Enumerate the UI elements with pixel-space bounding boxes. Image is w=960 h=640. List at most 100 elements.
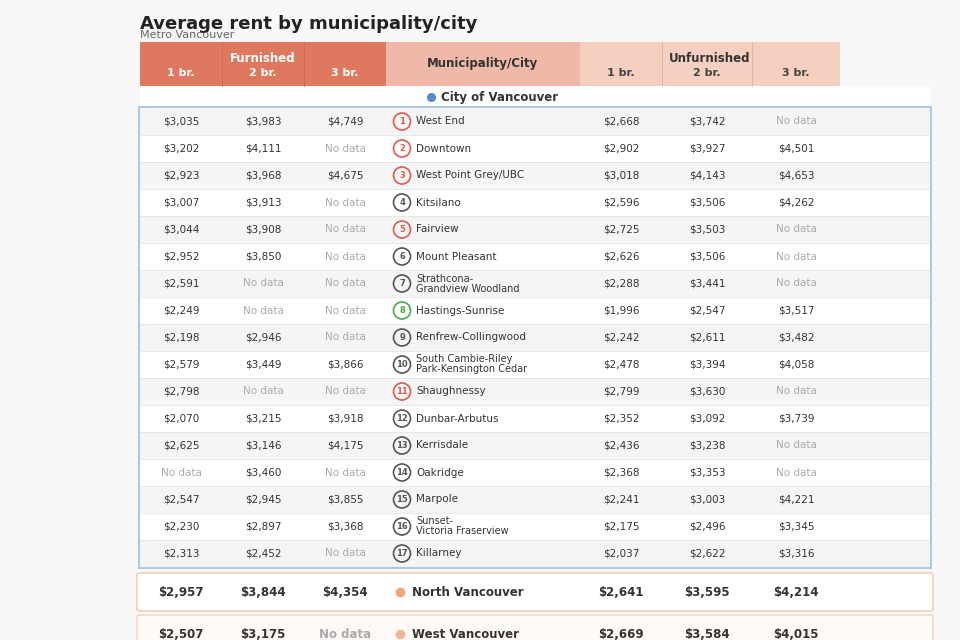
Text: $2,478: $2,478 <box>603 360 639 369</box>
Text: $4,143: $4,143 <box>688 170 725 180</box>
Text: $4,058: $4,058 <box>778 360 814 369</box>
Text: 17: 17 <box>396 549 408 558</box>
Text: No data: No data <box>324 467 366 477</box>
Text: $2,175: $2,175 <box>603 522 639 531</box>
Text: No data: No data <box>160 467 202 477</box>
Text: 4: 4 <box>399 198 405 207</box>
Text: $2,902: $2,902 <box>603 143 639 154</box>
Text: Oakridge: Oakridge <box>416 467 464 477</box>
Text: $2,622: $2,622 <box>688 548 725 559</box>
Text: $3,018: $3,018 <box>603 170 639 180</box>
Text: $3,238: $3,238 <box>688 440 725 451</box>
FancyBboxPatch shape <box>140 297 930 324</box>
Text: 10: 10 <box>396 360 408 369</box>
Text: $2,547: $2,547 <box>688 305 725 316</box>
Text: $3,517: $3,517 <box>778 305 814 316</box>
Text: $2,436: $2,436 <box>603 440 639 451</box>
Text: $4,675: $4,675 <box>326 170 363 180</box>
FancyBboxPatch shape <box>580 42 840 86</box>
Text: $2,352: $2,352 <box>603 413 639 424</box>
Text: $3,482: $3,482 <box>778 333 814 342</box>
Text: 13: 13 <box>396 441 408 450</box>
Text: $3,968: $3,968 <box>245 170 281 180</box>
Text: $2,037: $2,037 <box>603 548 639 559</box>
Text: No data: No data <box>324 143 366 154</box>
Text: No data: No data <box>776 225 816 234</box>
FancyBboxPatch shape <box>140 108 930 135</box>
Text: 1 br.: 1 br. <box>607 68 635 78</box>
Text: 11: 11 <box>396 387 408 396</box>
Text: $3,983: $3,983 <box>245 116 281 127</box>
Text: $3,630: $3,630 <box>689 387 725 397</box>
FancyBboxPatch shape <box>140 216 930 243</box>
FancyBboxPatch shape <box>140 540 930 567</box>
Text: $2,242: $2,242 <box>603 333 639 342</box>
Text: $3,044: $3,044 <box>163 225 199 234</box>
Text: 8: 8 <box>399 306 405 315</box>
Text: $2,241: $2,241 <box>603 495 639 504</box>
Text: $3,460: $3,460 <box>245 467 281 477</box>
Text: $3,927: $3,927 <box>688 143 725 154</box>
Text: $4,354: $4,354 <box>323 586 368 598</box>
Text: $2,579: $2,579 <box>163 360 200 369</box>
Text: Park-Kensington Cedar: Park-Kensington Cedar <box>416 365 527 374</box>
Text: $4,175: $4,175 <box>326 440 363 451</box>
Text: $3,866: $3,866 <box>326 360 363 369</box>
Text: No data: No data <box>243 387 283 397</box>
FancyBboxPatch shape <box>140 243 930 270</box>
Text: $2,591: $2,591 <box>163 278 200 289</box>
Text: $3,595: $3,595 <box>684 586 730 598</box>
Text: No data: No data <box>324 387 366 397</box>
Text: $2,945: $2,945 <box>245 495 281 504</box>
Text: 15: 15 <box>396 495 408 504</box>
FancyBboxPatch shape <box>137 573 933 611</box>
Text: 2 br.: 2 br. <box>250 68 276 78</box>
Text: No data: No data <box>243 305 283 316</box>
Text: $4,221: $4,221 <box>778 495 814 504</box>
FancyBboxPatch shape <box>140 270 930 297</box>
Text: $3,202: $3,202 <box>163 143 199 154</box>
Text: $3,506: $3,506 <box>689 198 725 207</box>
Text: $1,996: $1,996 <box>603 305 639 316</box>
Text: $2,669: $2,669 <box>598 627 644 640</box>
Text: $3,215: $3,215 <box>245 413 281 424</box>
Text: $2,952: $2,952 <box>163 252 200 262</box>
Text: Average rent by municipality/city: Average rent by municipality/city <box>140 15 477 33</box>
Text: $2,668: $2,668 <box>603 116 639 127</box>
Text: $2,452: $2,452 <box>245 548 281 559</box>
FancyBboxPatch shape <box>140 42 386 86</box>
FancyBboxPatch shape <box>140 189 930 216</box>
Text: $3,850: $3,850 <box>245 252 281 262</box>
Text: 16: 16 <box>396 522 408 531</box>
Text: 5: 5 <box>399 225 405 234</box>
Text: $2,547: $2,547 <box>163 495 200 504</box>
Text: $3,035: $3,035 <box>163 116 199 127</box>
Text: $3,503: $3,503 <box>689 225 725 234</box>
Text: Mount Pleasant: Mount Pleasant <box>416 252 496 262</box>
Text: $3,146: $3,146 <box>245 440 281 451</box>
Text: $4,262: $4,262 <box>778 198 814 207</box>
FancyBboxPatch shape <box>140 486 930 513</box>
Text: 7: 7 <box>399 279 405 288</box>
Text: Grandview Woodland: Grandview Woodland <box>416 284 519 294</box>
Text: No data: No data <box>324 333 366 342</box>
Text: $4,749: $4,749 <box>326 116 363 127</box>
Text: Furnished: Furnished <box>230 52 296 65</box>
Text: $2,946: $2,946 <box>245 333 281 342</box>
Text: $2,596: $2,596 <box>603 198 639 207</box>
Text: Hastings-Sunrise: Hastings-Sunrise <box>416 305 504 316</box>
Text: West Point Grey/UBC: West Point Grey/UBC <box>416 170 524 180</box>
Text: $3,506: $3,506 <box>689 252 725 262</box>
Text: $3,353: $3,353 <box>688 467 725 477</box>
Text: No data: No data <box>324 198 366 207</box>
Text: $3,175: $3,175 <box>240 627 286 640</box>
Text: Fairview: Fairview <box>416 225 459 234</box>
Text: 3 br.: 3 br. <box>331 68 359 78</box>
FancyBboxPatch shape <box>140 351 930 378</box>
Text: $4,501: $4,501 <box>778 143 814 154</box>
Text: 12: 12 <box>396 414 408 423</box>
FancyBboxPatch shape <box>140 432 930 459</box>
Text: 3: 3 <box>399 171 405 180</box>
Text: $2,725: $2,725 <box>603 225 639 234</box>
Text: No data: No data <box>776 440 816 451</box>
